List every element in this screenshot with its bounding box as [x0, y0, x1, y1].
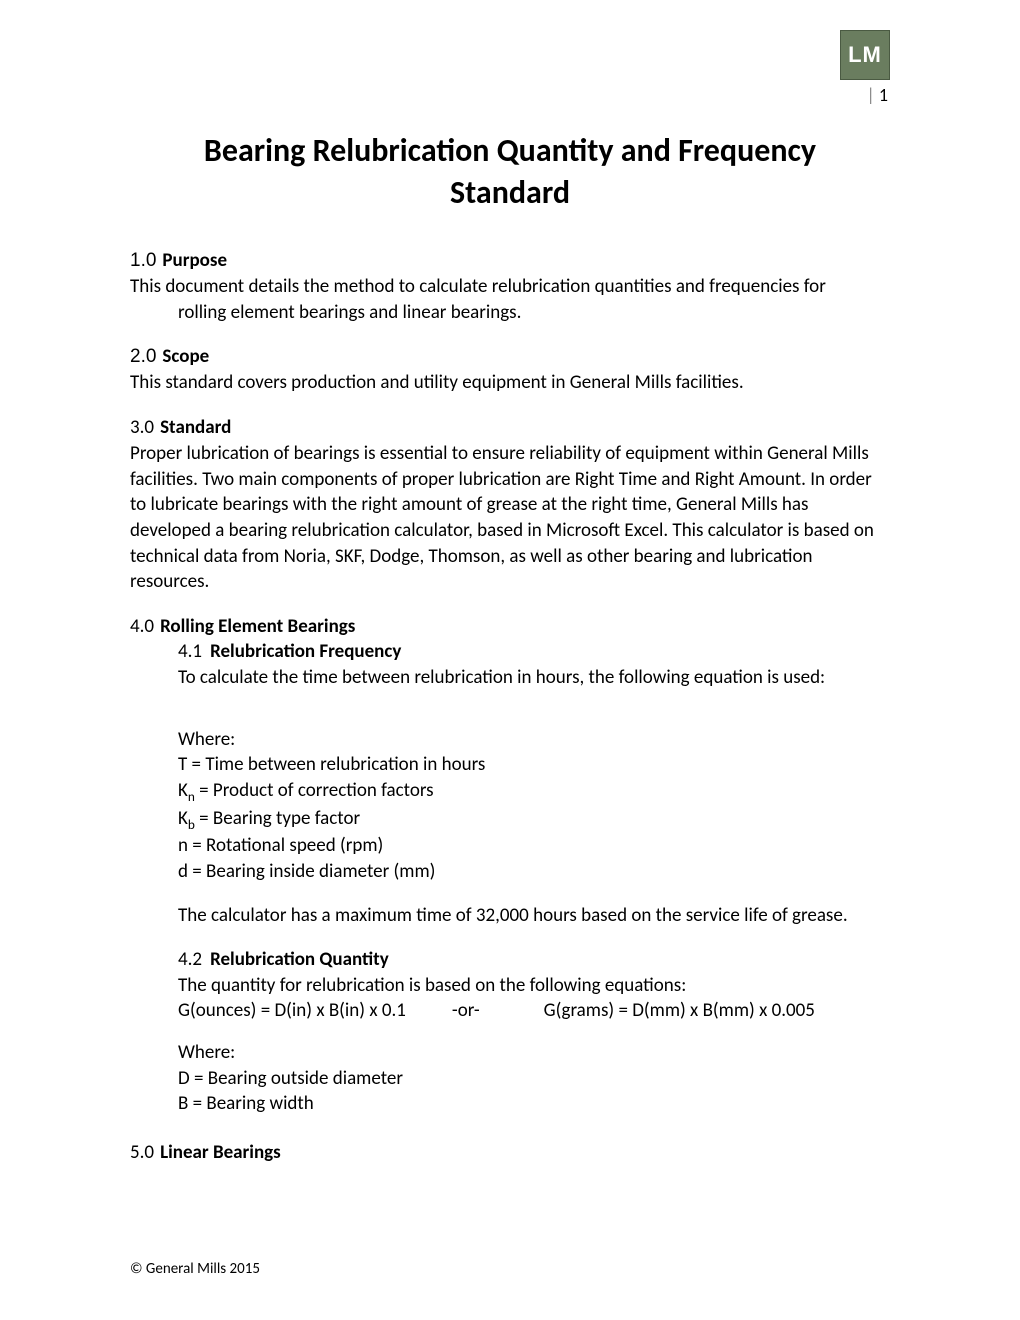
section-body: This document details the method to calc… — [130, 274, 890, 325]
where-item: Kb = Bearing type factor — [178, 806, 890, 834]
subsection-quantity: 4.2 Relubrication Quantity The quantity f… — [178, 948, 890, 1117]
section-number: 5.0 — [130, 1141, 154, 1164]
section-number: 2.0 — [130, 346, 156, 367]
section-heading: 1.0 Purpose — [130, 249, 890, 272]
where-block: Where: T = Time between relubrication in… — [178, 727, 890, 885]
section-linear-bearings: 5.0 Linear Bearings — [130, 1141, 890, 1164]
subsection-intro: The quantity for relubrication is based … — [178, 973, 890, 999]
logo: LM — [840, 30, 890, 80]
section-body: Proper lubrication of bearings is essent… — [130, 441, 890, 595]
title-line-1: Bearing Relubrication Quantity and Frequ… — [204, 131, 816, 170]
page-number-pipe: | — [867, 84, 879, 106]
section-heading: 5.0 Linear Bearings — [130, 1141, 890, 1164]
subsection-heading: 4.1 Relubrication Frequency — [178, 640, 890, 663]
equation-1: G(ounces) = D(in) x B(in) x 0.1 — [178, 999, 406, 1022]
section-number: 4.0 — [130, 615, 154, 638]
section-number: 3.0 — [130, 416, 154, 439]
var-desc: = Bearing type factor — [195, 807, 360, 830]
where-item: Kn = Product of correction factors — [178, 778, 890, 806]
section-scope: 2.0 Scope This standard covers production… — [130, 345, 890, 396]
title-line-2: Standard — [450, 173, 570, 212]
section-label: Linear Bearings — [160, 1141, 281, 1164]
section-body: This standard covers production and util… — [130, 370, 890, 396]
section-purpose: 1.0 Purpose This document details the met… — [130, 249, 890, 325]
section-label: Rolling Element Bearings — [160, 615, 355, 638]
where-item: n = Rotational speed (rpm) — [178, 833, 890, 859]
where-label: Where: — [178, 727, 890, 753]
where-item: D = Bearing outside diameter — [178, 1066, 890, 1092]
section-label: Scope — [162, 345, 209, 368]
subsection-number: 4.2 — [178, 948, 202, 971]
subsection-intro: To calculate the time between relubricat… — [178, 665, 890, 691]
var-subscript: n — [188, 788, 195, 805]
body-line: This document details the method to calc… — [130, 275, 826, 298]
section-heading: 3.0 Standard — [130, 416, 890, 439]
subsection-number: 4.1 — [178, 640, 202, 663]
page-title: Bearing Relubrication Quantity and Frequ… — [130, 130, 890, 213]
var-desc: = Product of correction factors — [195, 779, 434, 802]
equation-or: -or- — [452, 999, 480, 1022]
page-number-value: 1 — [879, 84, 888, 106]
page-number: | 1 — [130, 84, 890, 106]
subsection-note: The calculator has a maximum time of 32,… — [178, 903, 890, 929]
equation-2: G(grams) = D(mm) x B(mm) x 0.005 — [544, 999, 815, 1022]
where-label: Where: — [178, 1040, 890, 1066]
section-number: 1.0 — [130, 250, 156, 271]
subsection-frequency: 4.1 Relubrication Frequency To calculate … — [178, 640, 890, 928]
section-heading: 2.0 Scope — [130, 345, 890, 368]
where-item: d = Bearing inside diameter (mm) — [178, 859, 890, 885]
var-symbol: K — [178, 779, 188, 802]
subsection-label: Relubrication Frequency — [210, 640, 401, 663]
where-block: Where: D = Bearing outside diameter B = … — [178, 1040, 890, 1117]
section-label: Purpose — [162, 249, 227, 272]
section-heading: 4.0 Rolling Element Bearings — [130, 615, 890, 638]
var-subscript: b — [188, 815, 195, 832]
where-item: B = Bearing width — [178, 1091, 890, 1117]
section-rolling-element: 4.0 Rolling Element Bearings 4.1 Relubrica… — [130, 615, 890, 1117]
equation-line: G(ounces) = D(in) x B(in) x 0.1 -or- G(gra… — [178, 999, 890, 1022]
footer-copyright: © General Mills 2015 — [130, 1260, 260, 1278]
body-line-indent: rolling element bearings and linear bear… — [178, 300, 890, 326]
section-standard: 3.0 Standard Proper lubrication of bearin… — [130, 416, 890, 595]
subsection-heading: 4.2 Relubrication Quantity — [178, 948, 890, 971]
where-item: T = Time between relubrication in hours — [178, 752, 890, 778]
var-symbol: K — [178, 807, 188, 830]
section-label: Standard — [160, 416, 231, 439]
subsection-label: Relubrication Quantity — [210, 948, 389, 971]
